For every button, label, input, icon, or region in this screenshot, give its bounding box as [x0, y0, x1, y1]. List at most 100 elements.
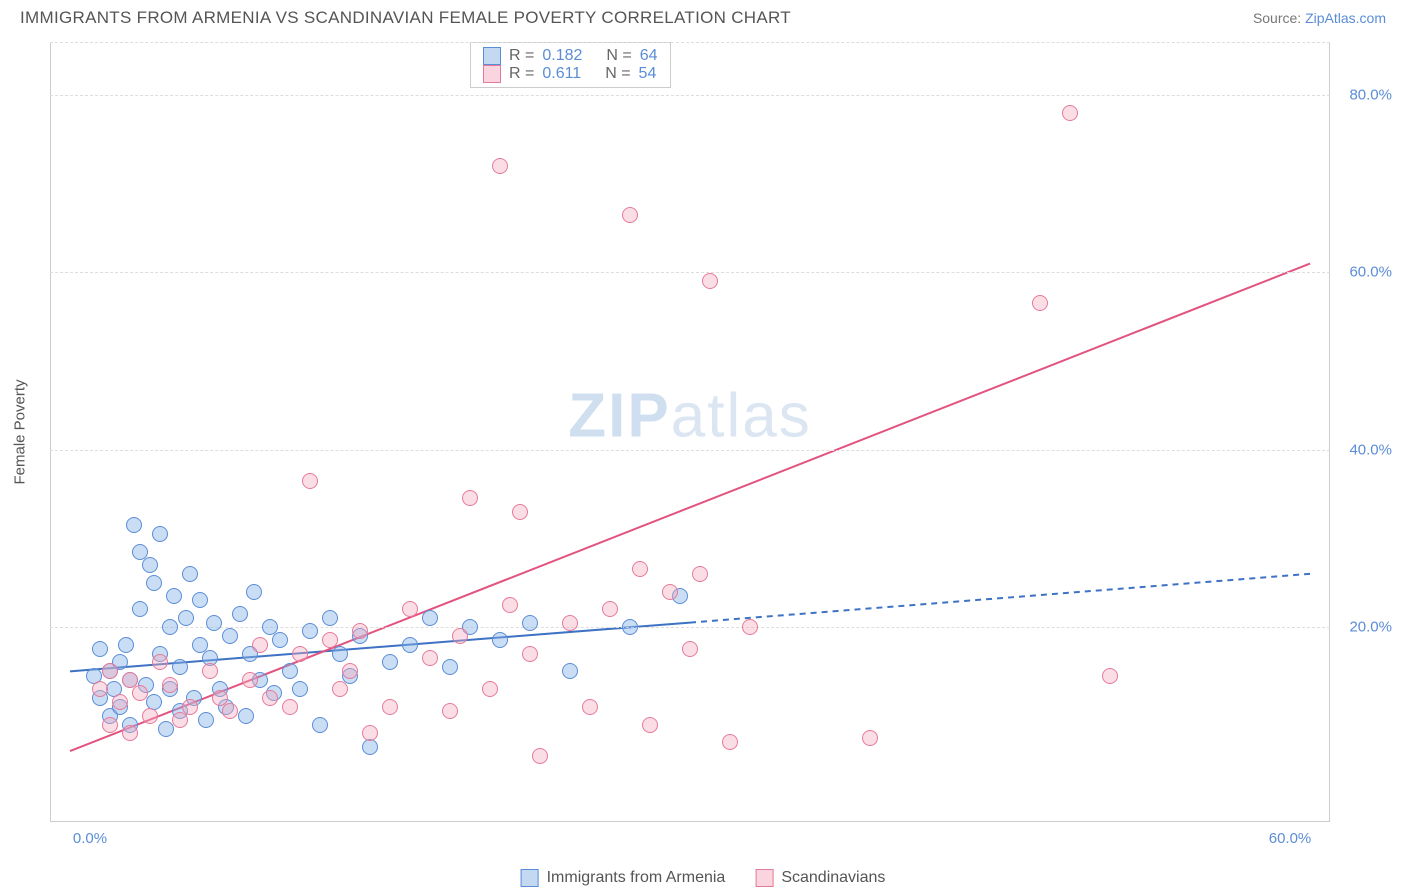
data-point — [198, 712, 214, 728]
data-point — [282, 699, 298, 715]
data-point — [512, 504, 528, 520]
data-point — [262, 690, 278, 706]
data-point — [132, 685, 148, 701]
data-point — [362, 725, 378, 741]
chart-source: Source: ZipAtlas.com — [1253, 10, 1386, 26]
legend-label: Immigrants from Armenia — [547, 869, 726, 887]
data-point — [442, 703, 458, 719]
data-point — [522, 646, 538, 662]
trend-line-dashed — [690, 574, 1310, 623]
swatch-pink — [483, 65, 501, 83]
data-point — [142, 708, 158, 724]
source-prefix: Source: — [1253, 10, 1305, 26]
data-point — [232, 606, 248, 622]
data-point — [332, 681, 348, 697]
data-point — [132, 601, 148, 617]
data-point — [402, 637, 418, 653]
data-point — [342, 663, 358, 679]
data-point — [292, 646, 308, 662]
grid-line — [50, 627, 1330, 628]
x-tick-label: 0.0% — [73, 830, 107, 847]
legend-item-scandinavian: Scandinavians — [755, 869, 885, 887]
r-label: R = — [509, 65, 534, 83]
grid-line — [50, 272, 1330, 273]
data-point — [382, 699, 398, 715]
swatch-blue — [483, 47, 501, 65]
data-point — [238, 708, 254, 724]
y-tick-label: 60.0% — [1349, 264, 1392, 281]
data-point — [162, 677, 178, 693]
data-point — [142, 557, 158, 573]
data-point — [492, 632, 508, 648]
axis-left — [50, 42, 51, 822]
data-point — [102, 717, 118, 733]
data-point — [172, 712, 188, 728]
data-point — [742, 619, 758, 635]
data-point — [158, 721, 174, 737]
n-value: 54 — [639, 65, 657, 83]
data-point — [482, 681, 498, 697]
data-point — [182, 566, 198, 582]
data-point — [402, 601, 418, 617]
data-point — [152, 654, 168, 670]
data-point — [622, 207, 638, 223]
data-point — [462, 490, 478, 506]
axis-right — [1329, 42, 1330, 822]
data-point — [222, 703, 238, 719]
data-point — [502, 597, 518, 613]
y-axis-label: Female Poverty — [12, 379, 29, 484]
data-point — [122, 725, 138, 741]
data-point — [166, 588, 182, 604]
data-point — [206, 615, 222, 631]
data-point — [492, 158, 508, 174]
data-point — [222, 628, 238, 644]
data-point — [632, 561, 648, 577]
data-point — [292, 681, 308, 697]
data-point — [692, 566, 708, 582]
data-point — [662, 584, 678, 600]
data-point — [252, 637, 268, 653]
grid-line — [50, 450, 1330, 451]
n-label: N = — [606, 47, 631, 65]
r-value: 0.182 — [542, 47, 582, 65]
swatch-pink — [755, 869, 773, 887]
data-point — [562, 615, 578, 631]
data-point — [522, 615, 538, 631]
data-point — [562, 663, 578, 679]
data-point — [172, 659, 188, 675]
chart-header: IMMIGRANTS FROM ARMENIA VS SCANDINAVIAN … — [0, 0, 1406, 32]
data-point — [352, 623, 368, 639]
legend-correlation: R = 0.182 N = 64 R = 0.611 N = 54 — [470, 42, 671, 88]
data-point — [92, 641, 108, 657]
data-point — [246, 584, 262, 600]
data-point — [102, 663, 118, 679]
legend-row-pink: R = 0.611 N = 54 — [483, 65, 658, 83]
data-point — [322, 632, 338, 648]
r-value: 0.611 — [542, 65, 581, 83]
data-point — [1032, 295, 1048, 311]
source-link[interactable]: ZipAtlas.com — [1305, 10, 1386, 26]
grid-line — [50, 42, 1330, 43]
data-point — [642, 717, 658, 733]
data-point — [722, 734, 738, 750]
data-point — [126, 517, 142, 533]
data-point — [146, 575, 162, 591]
legend-series: Immigrants from Armenia Scandinavians — [521, 869, 886, 887]
data-point — [242, 672, 258, 688]
legend-label: Scandinavians — [781, 869, 885, 887]
data-point — [282, 663, 298, 679]
scatter-plot: ZIPatlas R = 0.182 N = 64 R = 0.611 N = … — [50, 42, 1330, 822]
data-point — [192, 592, 208, 608]
data-point — [92, 681, 108, 697]
data-point — [1062, 105, 1078, 121]
data-point — [452, 628, 468, 644]
r-label: R = — [509, 47, 534, 65]
data-point — [622, 619, 638, 635]
n-value: 64 — [640, 47, 658, 65]
y-tick-label: 20.0% — [1349, 619, 1392, 636]
grid-line — [50, 95, 1330, 96]
legend-item-armenia: Immigrants from Armenia — [521, 869, 726, 887]
data-point — [532, 748, 548, 764]
data-point — [702, 273, 718, 289]
data-point — [118, 637, 134, 653]
